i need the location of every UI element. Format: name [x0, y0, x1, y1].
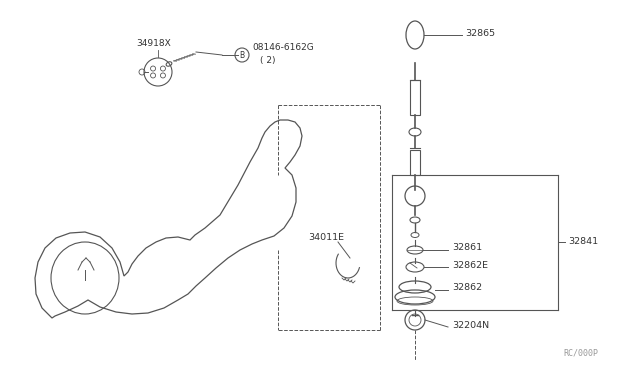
Text: 08146-6162G: 08146-6162G — [252, 44, 314, 52]
Bar — [410, 80, 420, 115]
Text: 32862E: 32862E — [452, 260, 488, 269]
Text: B: B — [239, 51, 244, 60]
Text: 32865: 32865 — [465, 29, 495, 38]
Bar — [410, 150, 420, 175]
Text: RC/000P: RC/000P — [563, 349, 598, 358]
Text: 32204N: 32204N — [452, 321, 489, 330]
Text: 32862: 32862 — [452, 283, 482, 292]
Text: 34918X: 34918X — [136, 39, 171, 48]
Text: 32861: 32861 — [452, 244, 482, 253]
Text: 34011E: 34011E — [308, 232, 344, 241]
Text: 32841: 32841 — [568, 237, 598, 247]
Text: ( 2): ( 2) — [260, 55, 275, 64]
